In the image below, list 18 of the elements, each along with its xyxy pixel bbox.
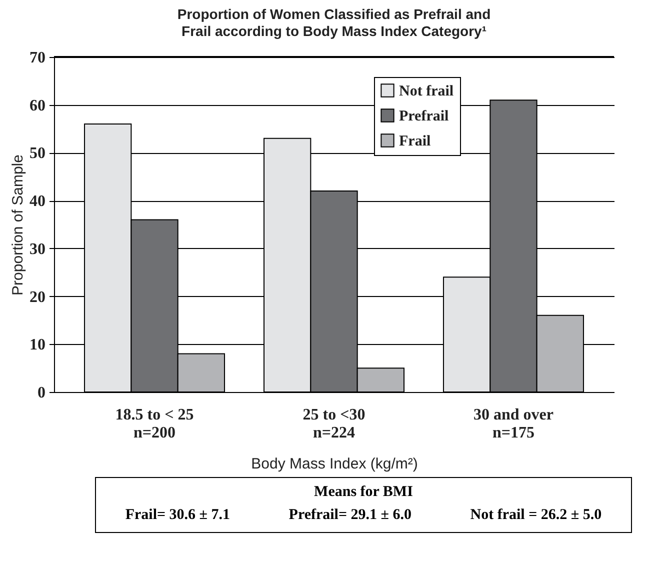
- y-axis-title: Proportion of Sample: [10, 154, 26, 296]
- x-axis-title: Body Mass Index (kg/m²): [251, 456, 418, 472]
- y-tick-label: 50: [30, 145, 46, 162]
- legend-label: Frail: [399, 134, 431, 150]
- x-tick-label: 18.5 to < 25 n=200: [115, 406, 194, 442]
- y-tick-label: 70: [30, 50, 46, 66]
- y-tick-label: 10: [30, 336, 46, 354]
- y-tick-label: 0: [38, 384, 46, 402]
- legend-label: Prefrail: [399, 108, 449, 124]
- y-tick-label: 40: [30, 193, 46, 210]
- y-tick-label: 60: [30, 97, 46, 114]
- x-tick-label: 25 to <30 n=224: [302, 406, 366, 442]
- y-tick-label: 20: [30, 288, 46, 306]
- legend-label: Not frail: [399, 84, 454, 100]
- x-tick-label: 30 and over n=175: [473, 406, 554, 442]
- chart-title: Proportion of Women Classified as Prefrail and Frail according to Body Mass Index Category¹: [177, 6, 491, 39]
- means-box: Means for BMI Frail= 30.6 ± 7.1 Prefrail= 29.1 ± 6.0 Not frail = 26.2 ± 5.0: [95, 477, 632, 533]
- y-tick-label: 30: [30, 240, 46, 258]
